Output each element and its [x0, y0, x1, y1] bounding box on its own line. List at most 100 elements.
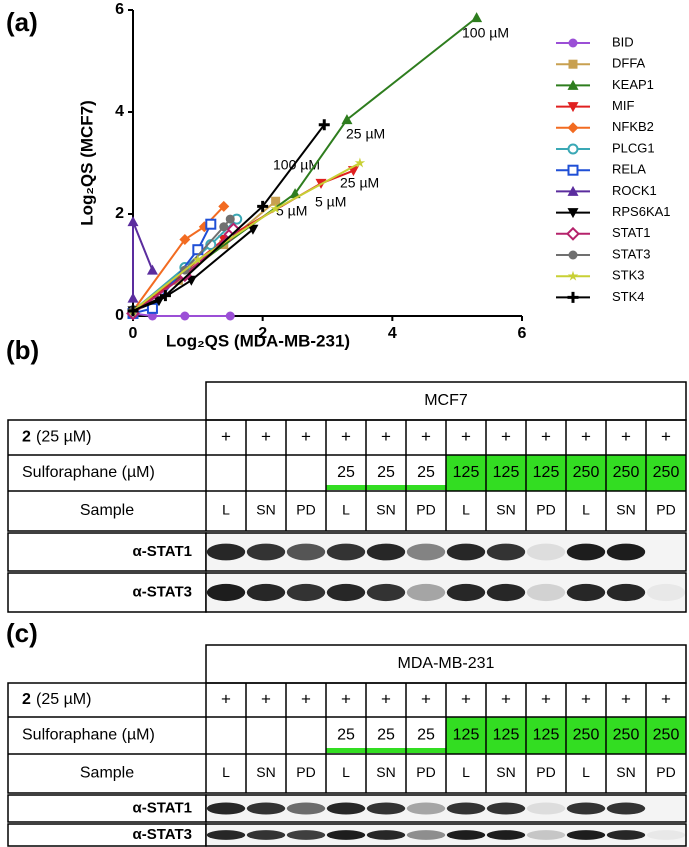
band [406, 543, 446, 561]
highlight [446, 455, 486, 491]
table-border [7, 419, 687, 532]
marker [318, 119, 330, 131]
annotation: 25 µM [346, 126, 385, 142]
band [526, 583, 566, 602]
row-label: Sample [80, 502, 134, 519]
dose: 25 [337, 727, 355, 744]
highlight [566, 455, 606, 491]
compound-rest: (25 µM) [36, 429, 91, 446]
cell-line: MCF7 [424, 392, 468, 409]
band [486, 543, 526, 561]
highlight [366, 748, 406, 753]
band [366, 802, 406, 815]
band [566, 830, 606, 840]
series-line [132, 124, 326, 312]
band [246, 583, 286, 602]
plus: + [421, 689, 431, 708]
sample: SN [496, 764, 515, 780]
sample: L [462, 502, 470, 518]
sample: SN [496, 502, 515, 518]
dose: 250 [653, 464, 680, 481]
highlight [606, 717, 646, 754]
highlight [526, 455, 566, 491]
y-axis-label: Log₂QS (MCF7) [77, 100, 96, 226]
legend-label: STK4 [612, 289, 645, 304]
plus: + [301, 427, 311, 446]
band [326, 830, 366, 840]
row-label: Sulforaphane (µM) [22, 464, 155, 481]
highlight [326, 748, 366, 753]
marker [567, 291, 579, 303]
band [366, 583, 406, 602]
band [326, 802, 366, 815]
marker [567, 122, 579, 134]
y-tick-label: 2 [115, 205, 124, 222]
band [446, 830, 486, 840]
marker [568, 250, 578, 260]
highlight [446, 717, 486, 754]
band [526, 543, 566, 561]
dose: 250 [613, 464, 640, 481]
band [406, 583, 446, 602]
plus: + [221, 427, 231, 446]
annotation: 5 µM [315, 194, 346, 210]
band [606, 543, 646, 561]
panel-label: (b) [6, 335, 39, 365]
marker [568, 59, 578, 69]
legend-label: ROCK1 [612, 183, 657, 198]
plus: + [381, 689, 391, 708]
dose: 250 [573, 727, 600, 744]
band [246, 802, 286, 815]
marker [257, 200, 269, 212]
dose: 25 [377, 464, 395, 481]
sample: L [582, 502, 590, 518]
band [286, 802, 326, 815]
legend-label: NFKB2 [612, 119, 654, 134]
marker [568, 38, 578, 48]
highlight [646, 455, 686, 491]
y-tick-label: 4 [115, 103, 124, 120]
series-line [132, 205, 225, 312]
highlight [646, 717, 686, 754]
row-label: Sulforaphane (µM) [22, 727, 155, 744]
sample: L [342, 502, 350, 518]
marker [271, 196, 281, 206]
legend-label: KEAP1 [612, 77, 654, 92]
annotation: 100 µM [273, 157, 320, 173]
legend-label: PLCG1 [612, 140, 655, 155]
plus: + [381, 427, 391, 446]
compound: 2 [22, 429, 31, 446]
band [406, 802, 446, 815]
band [206, 543, 246, 561]
dose: 125 [493, 727, 520, 744]
table-border [7, 682, 687, 794]
marker [566, 226, 580, 241]
series-line [132, 223, 212, 315]
sample: L [582, 764, 590, 780]
plus: + [621, 689, 631, 708]
marker [289, 188, 301, 199]
legend-label: BID [612, 34, 634, 49]
y-tick-label: 0 [115, 307, 124, 324]
highlight [326, 485, 366, 490]
legend-label: STAT1 [612, 225, 651, 240]
sample: L [222, 764, 230, 780]
band [486, 583, 526, 602]
band [286, 543, 326, 561]
sample: PD [296, 764, 315, 780]
highlight [366, 485, 406, 490]
band [286, 830, 326, 840]
dose: 250 [653, 727, 680, 744]
marker [225, 311, 235, 321]
x-tick-label: 6 [518, 325, 527, 342]
highlight [606, 455, 646, 491]
highlight [486, 717, 526, 754]
blot-label: α-STAT3 [133, 826, 193, 843]
marker [219, 222, 229, 232]
legend-label: DFFA [612, 56, 646, 71]
series-line [132, 162, 361, 312]
band [406, 830, 446, 840]
highlight [486, 455, 526, 491]
band [566, 583, 606, 602]
plus: + [581, 689, 591, 708]
